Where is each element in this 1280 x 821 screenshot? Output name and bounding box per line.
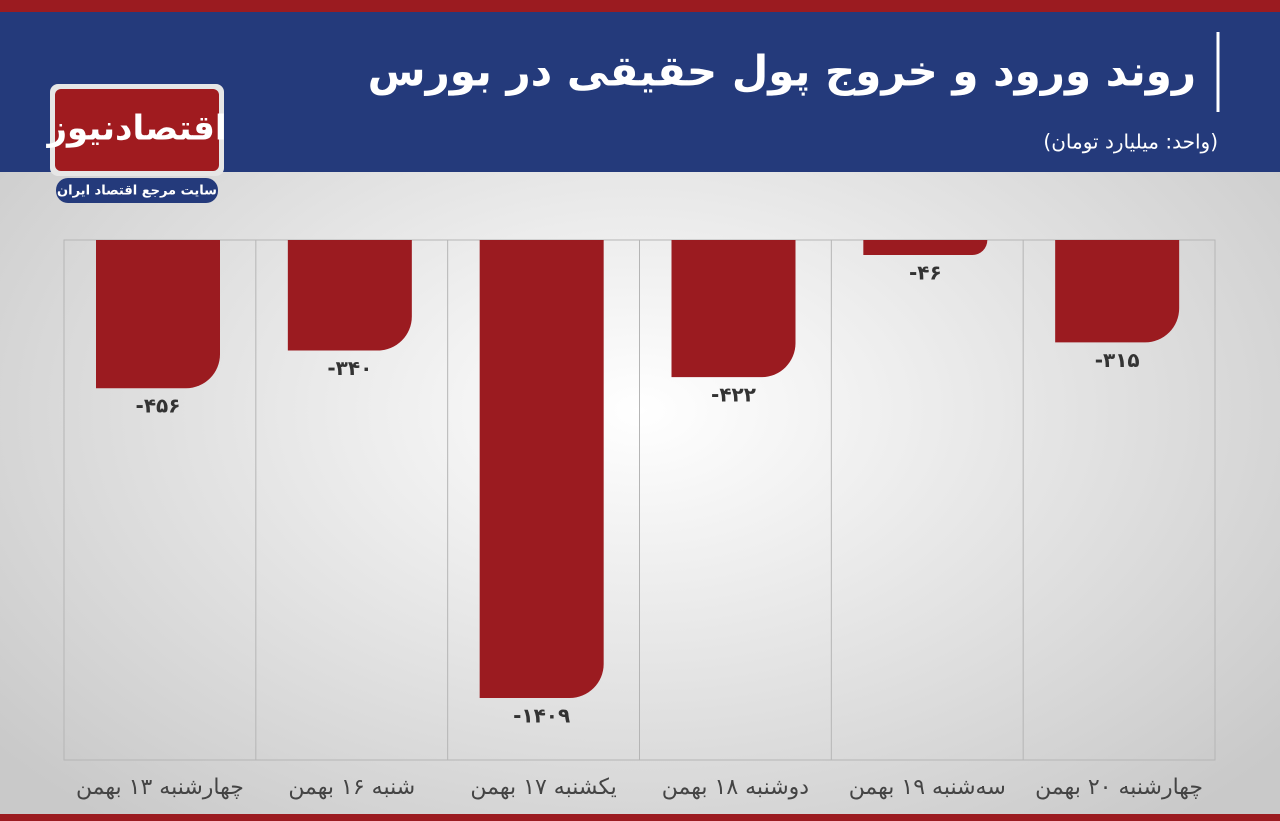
bar xyxy=(287,240,412,351)
x-tick-label: سه‌شنبه ۱۹ بهمن xyxy=(849,775,1006,800)
bottom-stripe xyxy=(0,814,1280,821)
x-tick-label: دوشنبه ۱۸ بهمن xyxy=(662,775,809,800)
value-label: -۴۲۲ xyxy=(711,383,756,407)
x-tick-label: چهارشنبه ۲۰ بهمن xyxy=(1035,775,1203,800)
bar xyxy=(96,240,220,389)
chart-subtitle: (واحد: میلیارد تومان) xyxy=(1043,130,1218,154)
logo-name: اقتصادنیوز xyxy=(45,109,226,149)
bar xyxy=(671,240,796,378)
value-label: -۱۴۰۹ xyxy=(513,704,570,728)
x-tick-label: چهارشنبه ۱۳ بهمن xyxy=(76,775,244,800)
top-stripe xyxy=(0,0,1280,12)
bar xyxy=(479,240,604,698)
bar xyxy=(1055,240,1180,343)
value-label: -۴۵۶ xyxy=(136,394,181,418)
value-label: -۳۱۵ xyxy=(1095,348,1140,372)
chart-title: روند ورود و خروج پول حقیقی در بورس xyxy=(368,47,1196,97)
logo-box xyxy=(55,89,219,171)
bar xyxy=(863,240,988,255)
x-tick-label: یکشنبه ۱۷ بهمن xyxy=(470,775,616,800)
logo-tagline: سایت مرجع اقتصاد ایران xyxy=(57,184,217,199)
x-tick-label: شنبه ۱۶ بهمن xyxy=(288,775,415,800)
value-label: -۳۴۰ xyxy=(327,356,372,380)
logo-tagline-pill xyxy=(56,178,218,203)
value-label: -۴۶ xyxy=(909,260,942,284)
